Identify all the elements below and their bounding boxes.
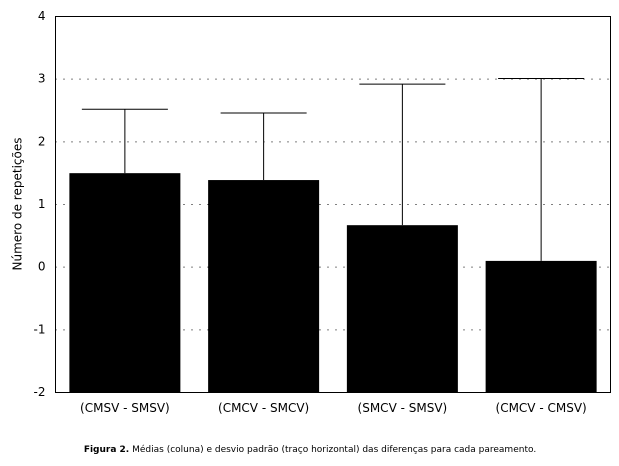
y-tick-label: 1	[38, 197, 46, 211]
caption: Figura 2. Médias (coluna) e desvio padrã…	[84, 444, 536, 455]
y-tick-label: 4	[38, 9, 46, 23]
bar	[69, 173, 181, 393]
y-tick-label: -1	[34, 322, 46, 336]
y-tick-label: -2	[34, 385, 46, 399]
x-tick-label: (CMCV - CMSV)	[496, 401, 587, 415]
bar	[346, 225, 458, 393]
y-axis-label: Número de repetições	[11, 138, 25, 271]
caption-label: Figura 2.	[84, 445, 129, 455]
y-tick-label: 0	[38, 260, 46, 274]
bar	[485, 260, 597, 393]
caption-text: Médias (coluna) e desvio padrão (traço h…	[132, 444, 536, 455]
y-tick-label: 2	[38, 134, 46, 148]
x-tick-label: (SMCV - SMSV)	[358, 401, 448, 415]
x-tick-label: (CMSV - SMSV)	[80, 401, 170, 415]
y-tick-label: 3	[38, 72, 46, 86]
bar	[208, 180, 320, 393]
x-tick-label: (CMCV - SMCV)	[218, 401, 309, 415]
